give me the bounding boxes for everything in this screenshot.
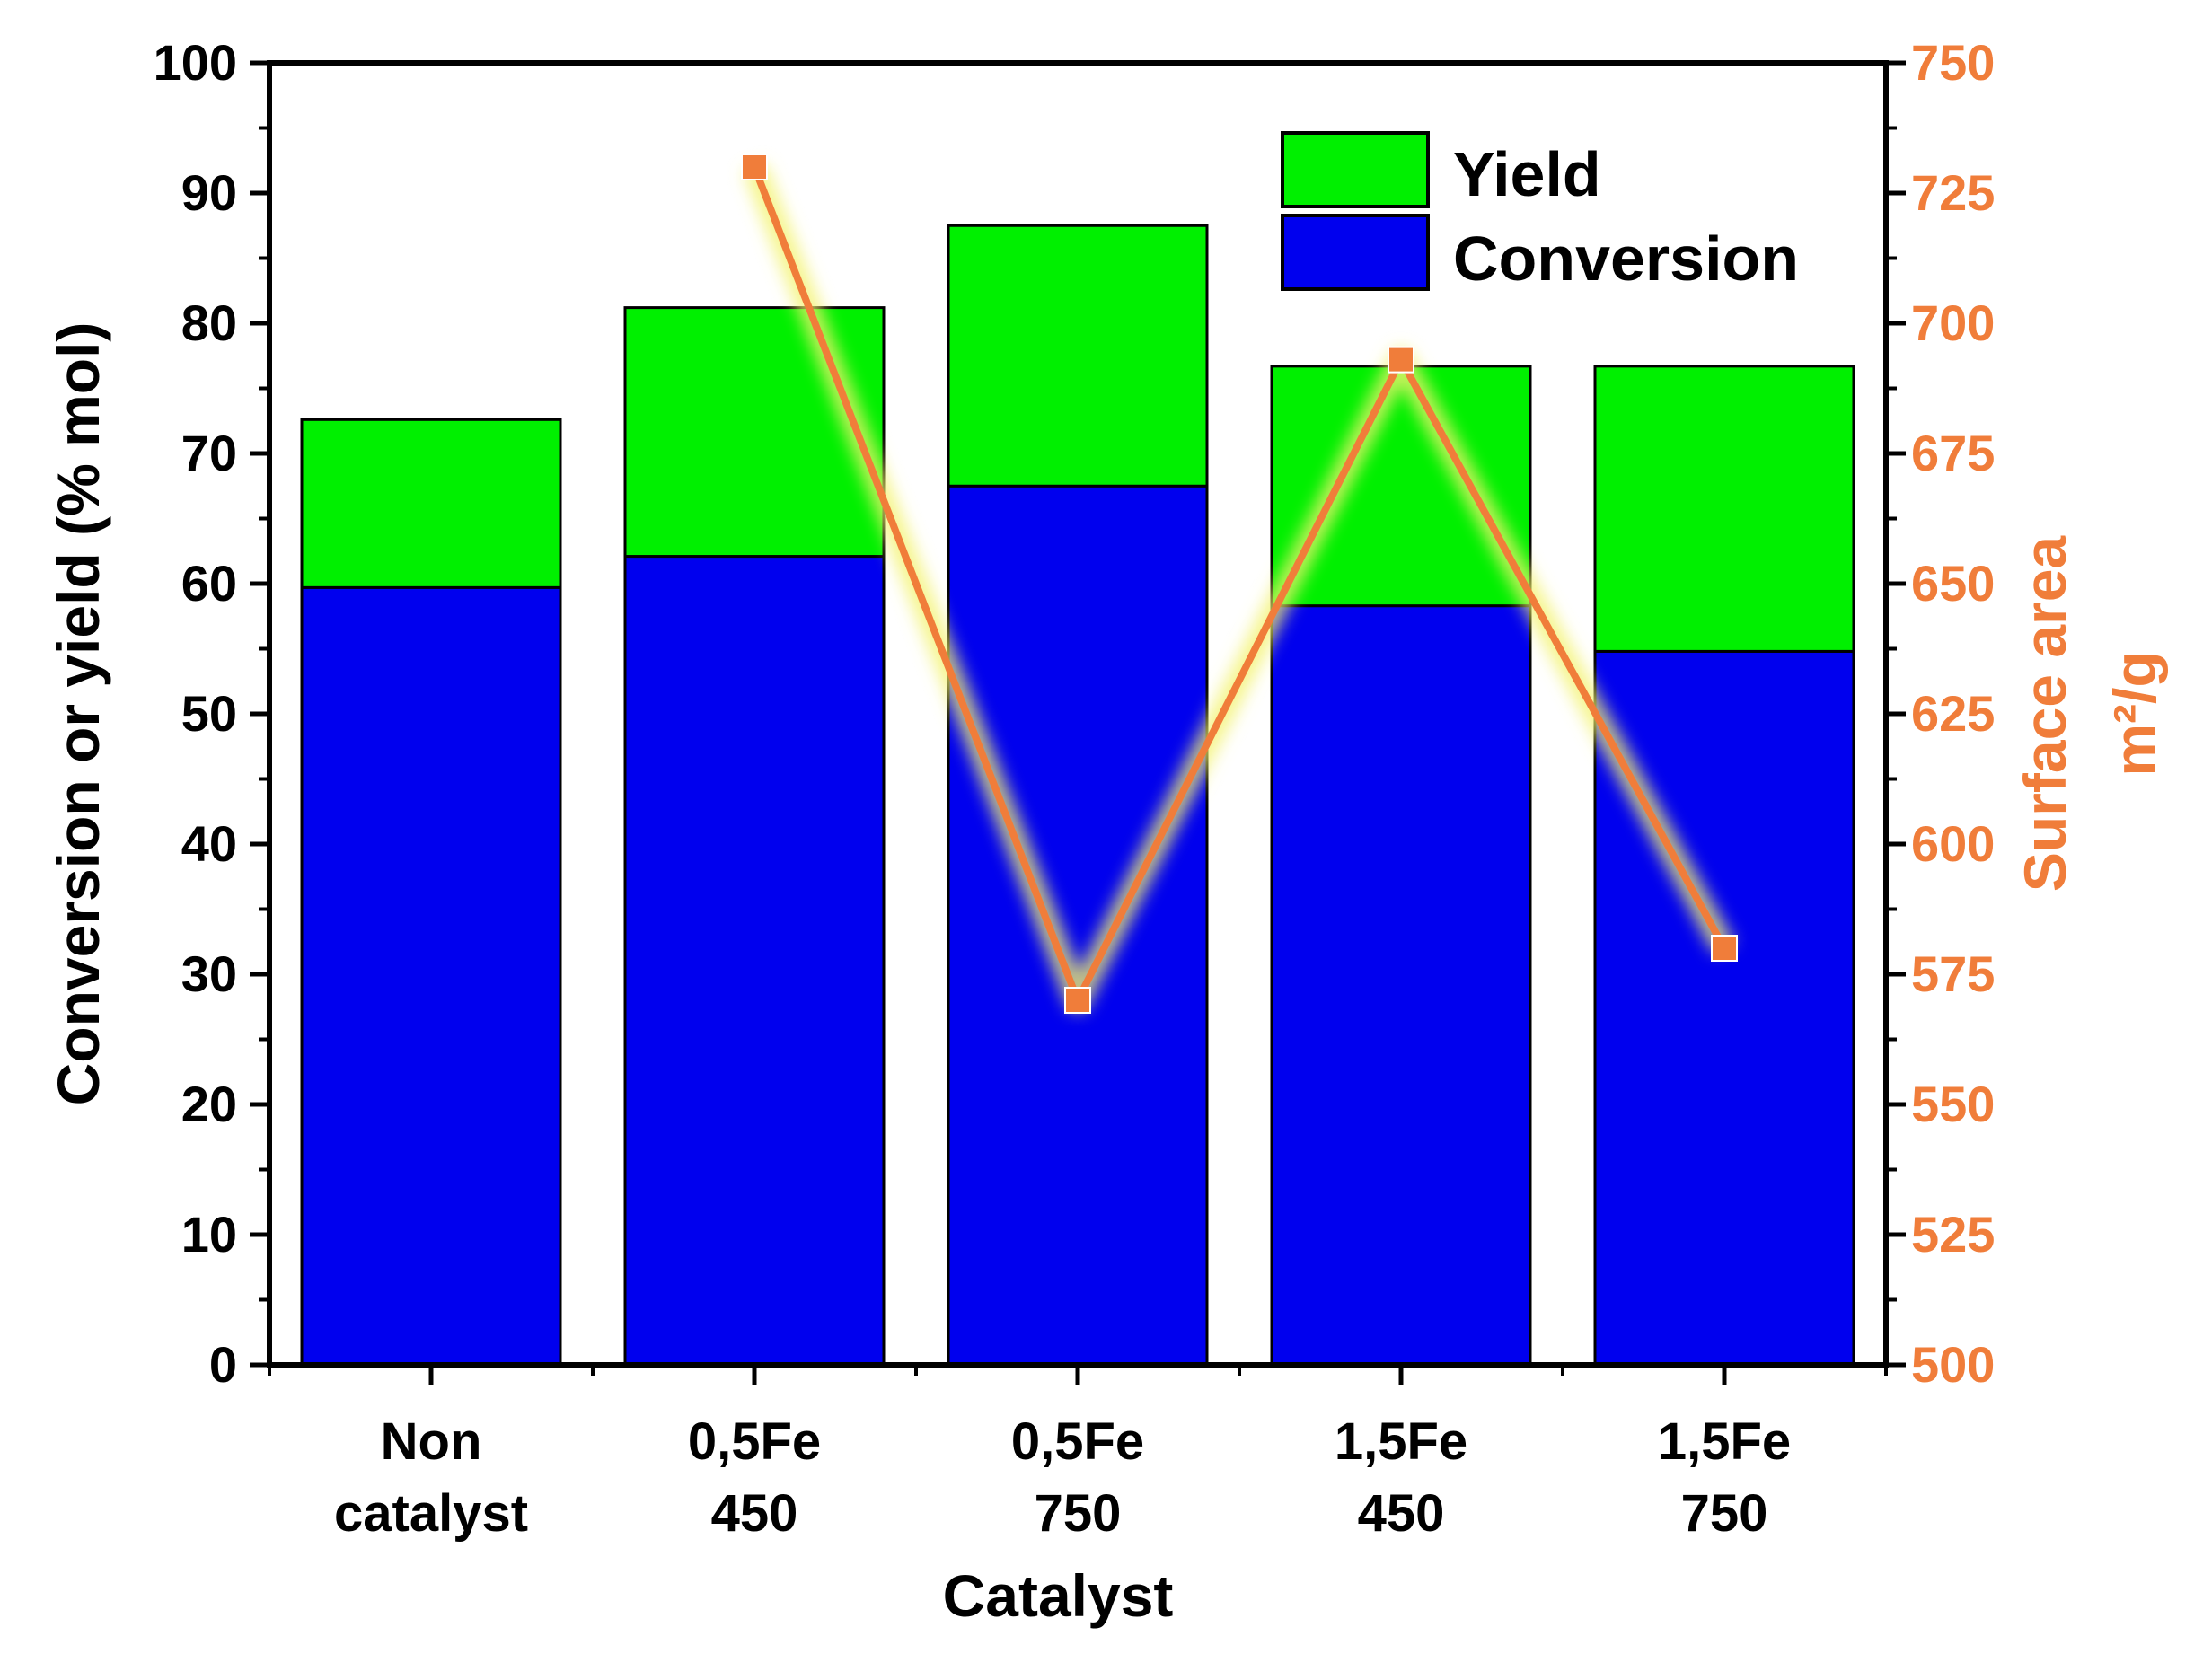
right-tick-label-0: 500 [1911,1336,1995,1393]
left-tick-label-2: 20 [181,1076,237,1132]
right-tick-label-3: 575 [1911,946,1995,1002]
x-category-label-0-line-0: Non [381,1412,482,1471]
right-tick-label-7: 675 [1911,425,1995,481]
left-tick-label-9: 90 [181,164,237,221]
legend-label-yield: Yield [1453,139,1601,209]
right-axis-title: Surface area [2012,535,2078,893]
right-tick-label-1: 525 [1911,1206,1995,1262]
right-axis-unit: m²/g [2102,651,2168,776]
x-category-label-4-line-1: 750 [1681,1484,1768,1543]
left-tick-label-7: 70 [181,425,237,481]
right-tick-label-10: 750 [1911,34,1995,91]
bar-yield-2 [947,224,1209,488]
legend-label-conversion: Conversion [1453,224,1799,294]
x-category-label-3-line-1: 450 [1358,1484,1445,1543]
bar-yield-4 [1593,365,1855,653]
right-tick-label-8: 700 [1911,295,1995,351]
right-tick-label-9: 725 [1911,164,1995,221]
legend-swatch-conversion [1281,214,1430,291]
left-tick-label-0: 0 [209,1336,237,1393]
legend: Yield Conversion [1281,131,1799,294]
left-tick-label-6: 60 [181,555,237,611]
x-category-labels: Non catalyst 0,5Fe 450 0,5Fe 750 1,5Fe 450 1,5Fe… [334,1412,1791,1543]
right-tick-label-6: 650 [1911,555,1995,611]
axes-layer: 0 10 20 30 40 50 60 70 80 90 100 500 525 550 575 600 625… [154,34,1996,1393]
x-axis-title: Catalyst [943,1562,1174,1629]
surface-area-line-layer [741,154,1738,1014]
legend-swatch-yield [1281,131,1430,208]
x-category-label-3-line-0: 1,5Fe [1335,1412,1467,1471]
right-tick-label-4: 600 [1911,815,1995,872]
surface-area-point-4 [1711,935,1738,962]
right-tick-label-5: 625 [1911,685,1995,742]
left-tick-label-5: 50 [181,685,237,742]
right-tick-label-2: 550 [1911,1076,1995,1132]
bar-conversion-0 [300,585,562,1367]
x-category-label-0-line-1: catalyst [334,1484,528,1543]
bar-yield-3 [1270,365,1532,608]
left-tick-label-1: 10 [181,1206,237,1262]
left-tick-label-8: 80 [181,295,237,351]
bar-yield-0 [300,418,562,589]
x-category-label-1-line-0: 0,5Fe [688,1412,821,1471]
x-category-label-2-line-0: 0,5Fe [1011,1412,1144,1471]
y-axis-title: Conversion or yield (% mol) [45,322,111,1106]
surface-area-point-2 [1064,987,1091,1014]
surface-area-line [751,165,1728,1004]
x-category-label-2-line-1: 750 [1035,1484,1122,1543]
bar-conversion-3 [1270,604,1532,1367]
bar-conversion-4 [1593,649,1855,1367]
left-tick-label-4: 40 [181,815,237,872]
x-category-label-4-line-0: 1,5Fe [1658,1412,1791,1471]
surface-area-point-1 [741,154,768,180]
bar-yield-1 [623,306,886,559]
bar-conversion-2 [947,484,1209,1367]
left-tick-label-10: 100 [154,34,237,91]
surface-area-point-3 [1388,346,1414,374]
left-tick-label-3: 30 [181,946,237,1002]
bar-conversion-1 [623,555,886,1367]
x-category-label-1-line-1: 450 [711,1484,798,1543]
